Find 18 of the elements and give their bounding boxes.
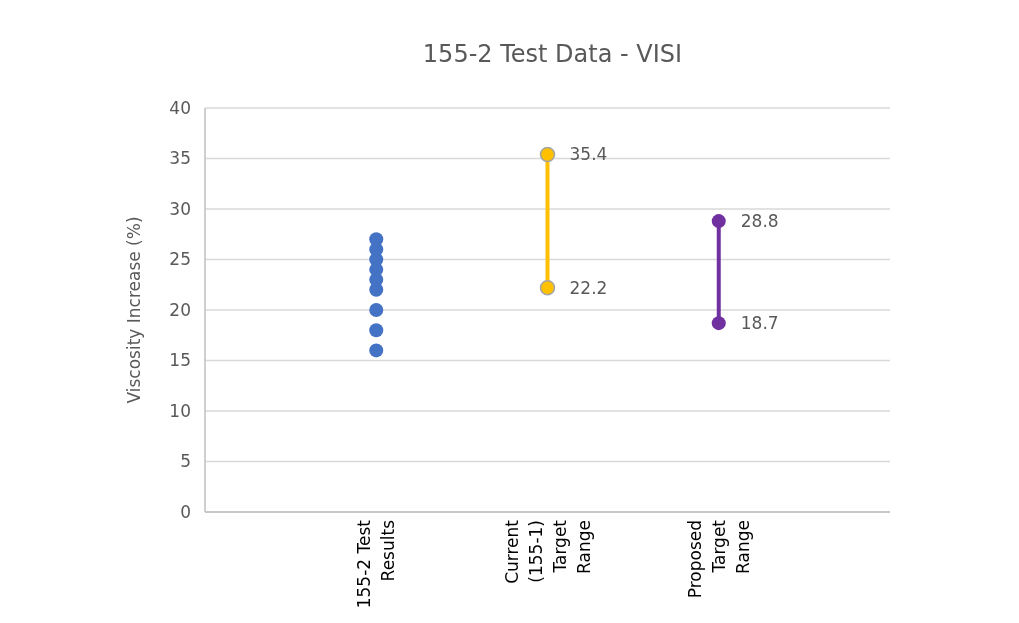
y-tick-label: 40 xyxy=(169,97,191,118)
y-tick-label: 0 xyxy=(180,501,191,522)
chart-title: 155-2 Test Data - VISI xyxy=(422,40,683,68)
y-tick-label: 5 xyxy=(180,451,191,472)
y-axis-title: Viscosity Increase (%) xyxy=(124,216,144,404)
data-label: 35.4 xyxy=(569,144,608,165)
x-tick-label: 155-2 Test Results xyxy=(354,519,399,609)
y-tick-label: 30 xyxy=(169,198,191,219)
x-tick-label: Proposed Target Range xyxy=(684,519,753,599)
data-label: 28.8 xyxy=(740,211,779,232)
x-tick-label: Current (155-1) Target Range xyxy=(501,519,594,584)
data-label: 22.2 xyxy=(569,277,608,298)
data-label: 18.7 xyxy=(740,313,779,334)
y-tick-label: 20 xyxy=(169,299,191,320)
y-tick-label: 10 xyxy=(169,400,191,421)
y-tick-label: 15 xyxy=(169,350,191,371)
y-tick-label: 35 xyxy=(169,148,191,169)
y-tick-label: 25 xyxy=(169,249,191,270)
